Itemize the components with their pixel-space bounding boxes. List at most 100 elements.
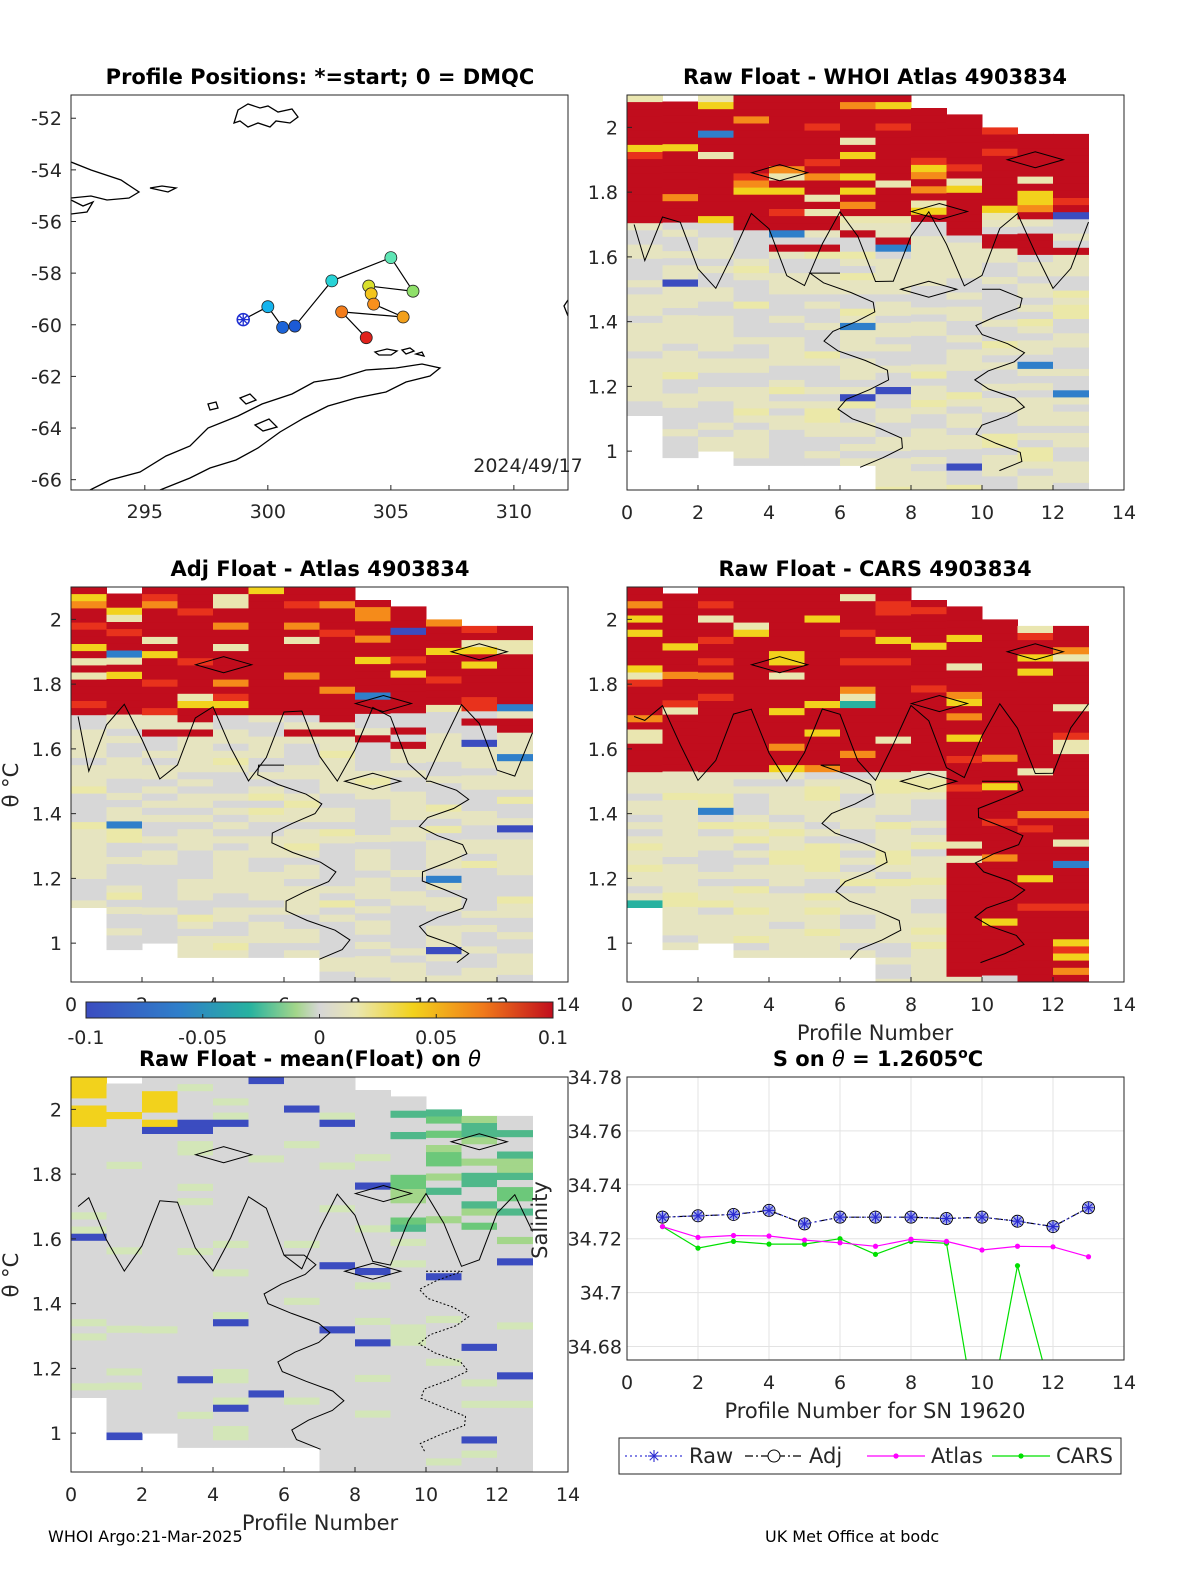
- point-cars: [766, 1241, 772, 1247]
- heatmap-cell: [142, 765, 178, 773]
- map-y-ticks: -52-54-56-58-60-62-64-66: [31, 108, 76, 492]
- heatmap-cell: [627, 173, 663, 181]
- heatmap-cell: [248, 665, 285, 673]
- heatmap-cell: [461, 690, 498, 698]
- heatmap-cell: [177, 715, 214, 723]
- heatmap-cell: [426, 1387, 462, 1395]
- heatmap-cell: [106, 1432, 143, 1441]
- heatmap-cell: [662, 707, 699, 715]
- heatmap-cell: [698, 686, 734, 695]
- heatmap-cell: [319, 800, 356, 809]
- heatmap-cell: [1053, 846, 1089, 855]
- heatmap-cell: [875, 594, 912, 602]
- heatmap-cell: [662, 243, 699, 252]
- heatmap-cell: [248, 1126, 285, 1135]
- heatmap-cell: [769, 180, 805, 189]
- heatmap-cell: [840, 693, 876, 702]
- heatmap-cell: [248, 679, 285, 688]
- heatmap-cell: [769, 194, 805, 203]
- heatmap-cell: [213, 1411, 249, 1420]
- heatmap-cell: [698, 137, 734, 146]
- heatmap-cell: [627, 814, 663, 823]
- heatmap-cell: [461, 1301, 498, 1309]
- heatmap-cell: [840, 358, 876, 367]
- heatmap-cell: [946, 235, 983, 244]
- heatmap-cell: [213, 1176, 249, 1185]
- heatmap-cell: [497, 732, 533, 741]
- heatmap-cell: [248, 1433, 285, 1441]
- heatmap-cell: [733, 230, 770, 238]
- heatmap-cell: [662, 443, 699, 451]
- heatmap-cell: [804, 708, 841, 716]
- heatmap-cell: [769, 379, 805, 388]
- heatmap-cell: [911, 421, 947, 429]
- heatmap-cell: [106, 864, 143, 872]
- heatmap-cell: [355, 963, 391, 971]
- heatmap-cell: [698, 729, 734, 738]
- heatmap-cell: [769, 665, 805, 673]
- raw-star-ray: [1083, 1203, 1094, 1213]
- heatmap-cell: [804, 294, 841, 302]
- heatmap-cell: [911, 229, 947, 237]
- heatmap-cell: [662, 236, 699, 245]
- heatmap-cell: [142, 1297, 178, 1306]
- heatmap-cell: [461, 1244, 498, 1252]
- heatmap-cell: [662, 757, 699, 765]
- heatmap-cell: [804, 701, 841, 709]
- heatmap-cell: [875, 850, 912, 859]
- heatmap-cell: [142, 1248, 178, 1256]
- heatmap-cell: [698, 636, 734, 645]
- heatmap-cell: [769, 244, 805, 253]
- heatmap-cell: [804, 130, 841, 139]
- heatmap-cell: [71, 843, 107, 851]
- heatmap-cell: [1053, 889, 1089, 897]
- heatmap-cell: [946, 249, 983, 258]
- heatmap-cell: [355, 1453, 391, 1461]
- y-tick-label: 34.74: [568, 1175, 622, 1197]
- heatmap-cell: [142, 829, 178, 837]
- heatmap-cell: [213, 1198, 249, 1206]
- heatmap-cell: [284, 636, 320, 645]
- heatmap-cell: [355, 1325, 391, 1333]
- heatmap-cell: [497, 974, 533, 982]
- heatmap-cell: [662, 429, 699, 437]
- heatmap-cell: [355, 1431, 391, 1440]
- heatmap-cell: [1017, 739, 1054, 748]
- heatmap-cell: [875, 871, 912, 880]
- raw-star-ray: [728, 1209, 739, 1220]
- heatmap-cell: [284, 1297, 320, 1306]
- heatmap-cell: [319, 594, 356, 602]
- heatmap-cell: [769, 152, 805, 160]
- heatmap-cell: [662, 158, 699, 167]
- heatmap-cell: [1053, 411, 1089, 420]
- heatmap-cell: [319, 1276, 356, 1284]
- heatmap-cell: [71, 1191, 107, 1199]
- heatmap-cell: [1017, 454, 1054, 462]
- heatmap-cell: [319, 971, 356, 980]
- y-tick-label: 2: [50, 1099, 62, 1121]
- heatmap-cell: [248, 936, 285, 944]
- heatmap-cell: [355, 1203, 391, 1212]
- heatmap-cell: [248, 1369, 285, 1377]
- heatmap-cell: [875, 429, 912, 438]
- heatmap-cell: [213, 758, 249, 766]
- heatmap-cell: [1017, 782, 1054, 791]
- heatmap-cell: [1017, 433, 1054, 441]
- heatmap-cell: [284, 615, 320, 624]
- heatmap-cell: [627, 152, 663, 160]
- heatmap-cell: [733, 337, 770, 345]
- heatmap-cell: [177, 1240, 214, 1249]
- heatmap-cell: [355, 1460, 391, 1468]
- contour-loop: [449, 1133, 510, 1151]
- heatmap-cell: [840, 180, 876, 189]
- heatmap-cell: [355, 941, 391, 950]
- heatmap-cell: [733, 658, 770, 666]
- heatmap-cell: [284, 907, 320, 916]
- heatmap-cell: [769, 829, 805, 837]
- heatmap-cell: [733, 943, 770, 951]
- heatmap-cell: [840, 173, 876, 181]
- heatmap-cell: [355, 927, 391, 936]
- heatmap-cell: [1017, 789, 1054, 798]
- heatmap-cell: [71, 1376, 107, 1384]
- heatmap-cell: [982, 904, 1018, 912]
